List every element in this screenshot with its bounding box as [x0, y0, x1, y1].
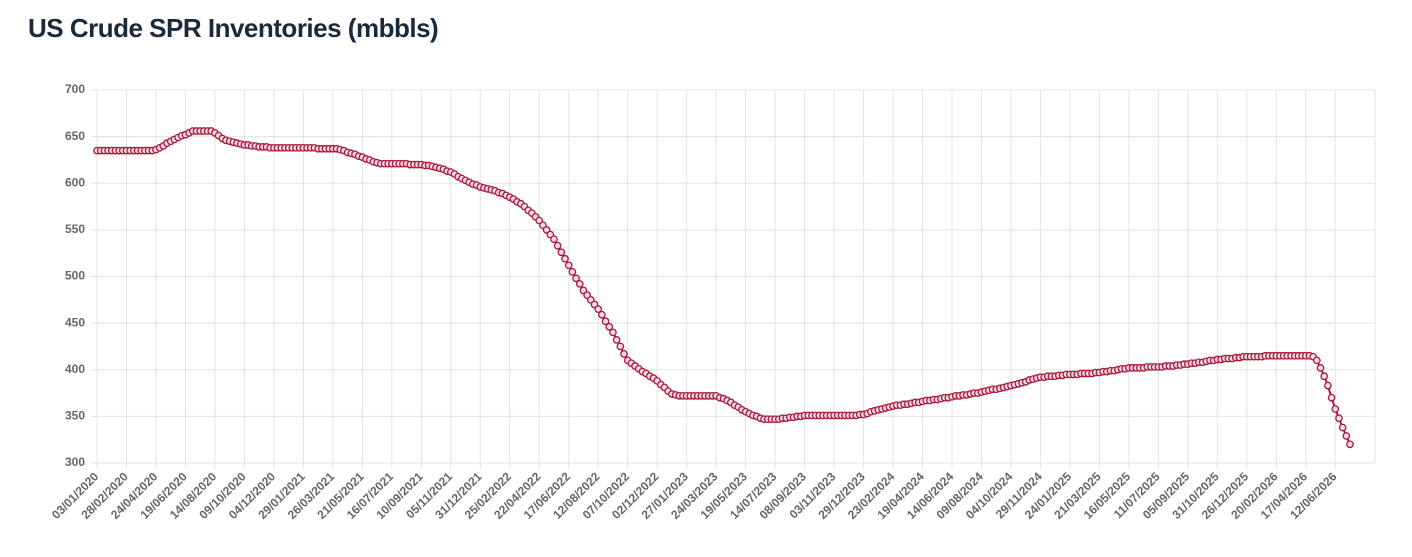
- data-point: [553, 241, 562, 250]
- data-point: [1327, 393, 1336, 402]
- data-point: [550, 235, 558, 244]
- data-point: [594, 305, 603, 313]
- data-point: [1346, 440, 1354, 449]
- data-point: [568, 267, 577, 276]
- data-point: [1338, 423, 1347, 432]
- y-tick-label: 500: [65, 269, 85, 283]
- y-tick-label: 400: [65, 362, 85, 376]
- data-point: [1331, 405, 1340, 413]
- y-tick-label: 450: [65, 315, 85, 329]
- chart-title: US Crude SPR Inventories (mbbls): [28, 13, 438, 43]
- y-tick-label: 600: [65, 175, 85, 189]
- y-tick-label: 650: [65, 129, 85, 143]
- data-point: [620, 350, 628, 358]
- y-tick-label: 300: [65, 455, 85, 469]
- data-point: [575, 280, 584, 288]
- data-point: [609, 328, 617, 337]
- data-point: [616, 342, 625, 351]
- data-point: [1342, 432, 1351, 440]
- data-point: [564, 261, 573, 270]
- y-tick-label: 350: [65, 409, 85, 423]
- data-point: [1312, 356, 1321, 365]
- data-point: [1335, 414, 1343, 423]
- data-point: [572, 274, 580, 283]
- y-tick-label: 550: [65, 222, 85, 236]
- data-point: [561, 254, 569, 263]
- data-point: [1320, 372, 1329, 381]
- y-tick-label: 700: [65, 82, 85, 96]
- data-point: [601, 317, 610, 326]
- data-point: [557, 248, 566, 257]
- data-point: [612, 336, 621, 344]
- data-point: [1324, 381, 1332, 390]
- data-point: [605, 323, 614, 331]
- data-point: [1316, 364, 1325, 372]
- data-point: [598, 310, 606, 319]
